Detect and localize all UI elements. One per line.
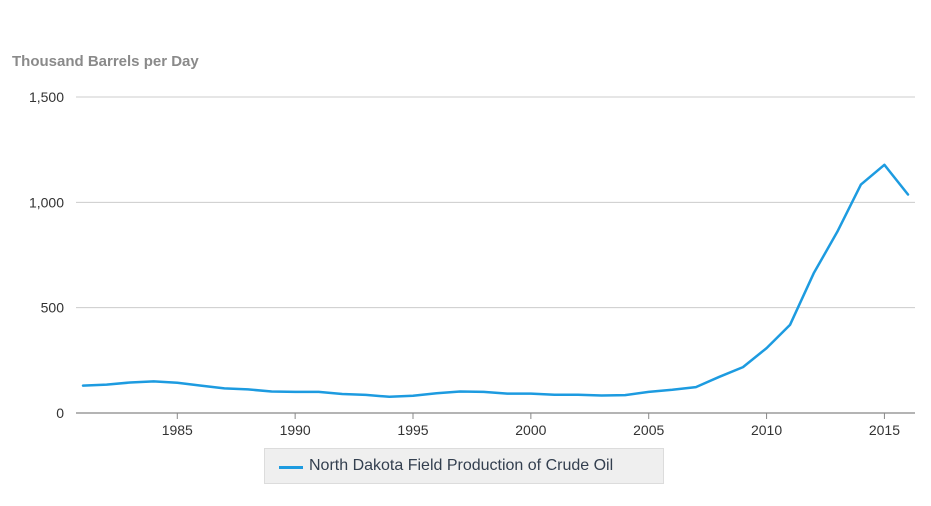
x-tick-label: 1995 — [397, 422, 428, 438]
x-tick-label: 2010 — [751, 422, 782, 438]
y-tick-label: 0 — [56, 405, 64, 421]
y-tick-label: 1,500 — [29, 89, 64, 105]
x-tick-label: 1985 — [162, 422, 193, 438]
legend-swatch — [279, 466, 303, 469]
x-tick-labels: 1985 1990 1995 2000 2005 2010 2015 — [162, 422, 901, 438]
series-line — [81, 163, 910, 399]
legend-label: North Dakota Field Production of Crude O… — [309, 457, 614, 474]
x-tick-label: 2000 — [515, 422, 546, 438]
y-tick-label: 1,000 — [29, 194, 64, 210]
legend: North Dakota Field Production of Crude O… — [264, 448, 664, 484]
grid-lines — [76, 96, 915, 414]
x-tick-label: 1990 — [280, 422, 311, 438]
x-tick-label: 2005 — [633, 422, 664, 438]
series-group — [81, 163, 910, 399]
y-axis-title: Thousand Barrels per Day — [12, 53, 199, 70]
y-tick-label: 500 — [41, 300, 65, 316]
x-tick-label: 2015 — [869, 422, 900, 438]
x-ticks — [176, 413, 885, 419]
y-tick-labels: 0 500 1,000 1,500 — [29, 89, 64, 421]
